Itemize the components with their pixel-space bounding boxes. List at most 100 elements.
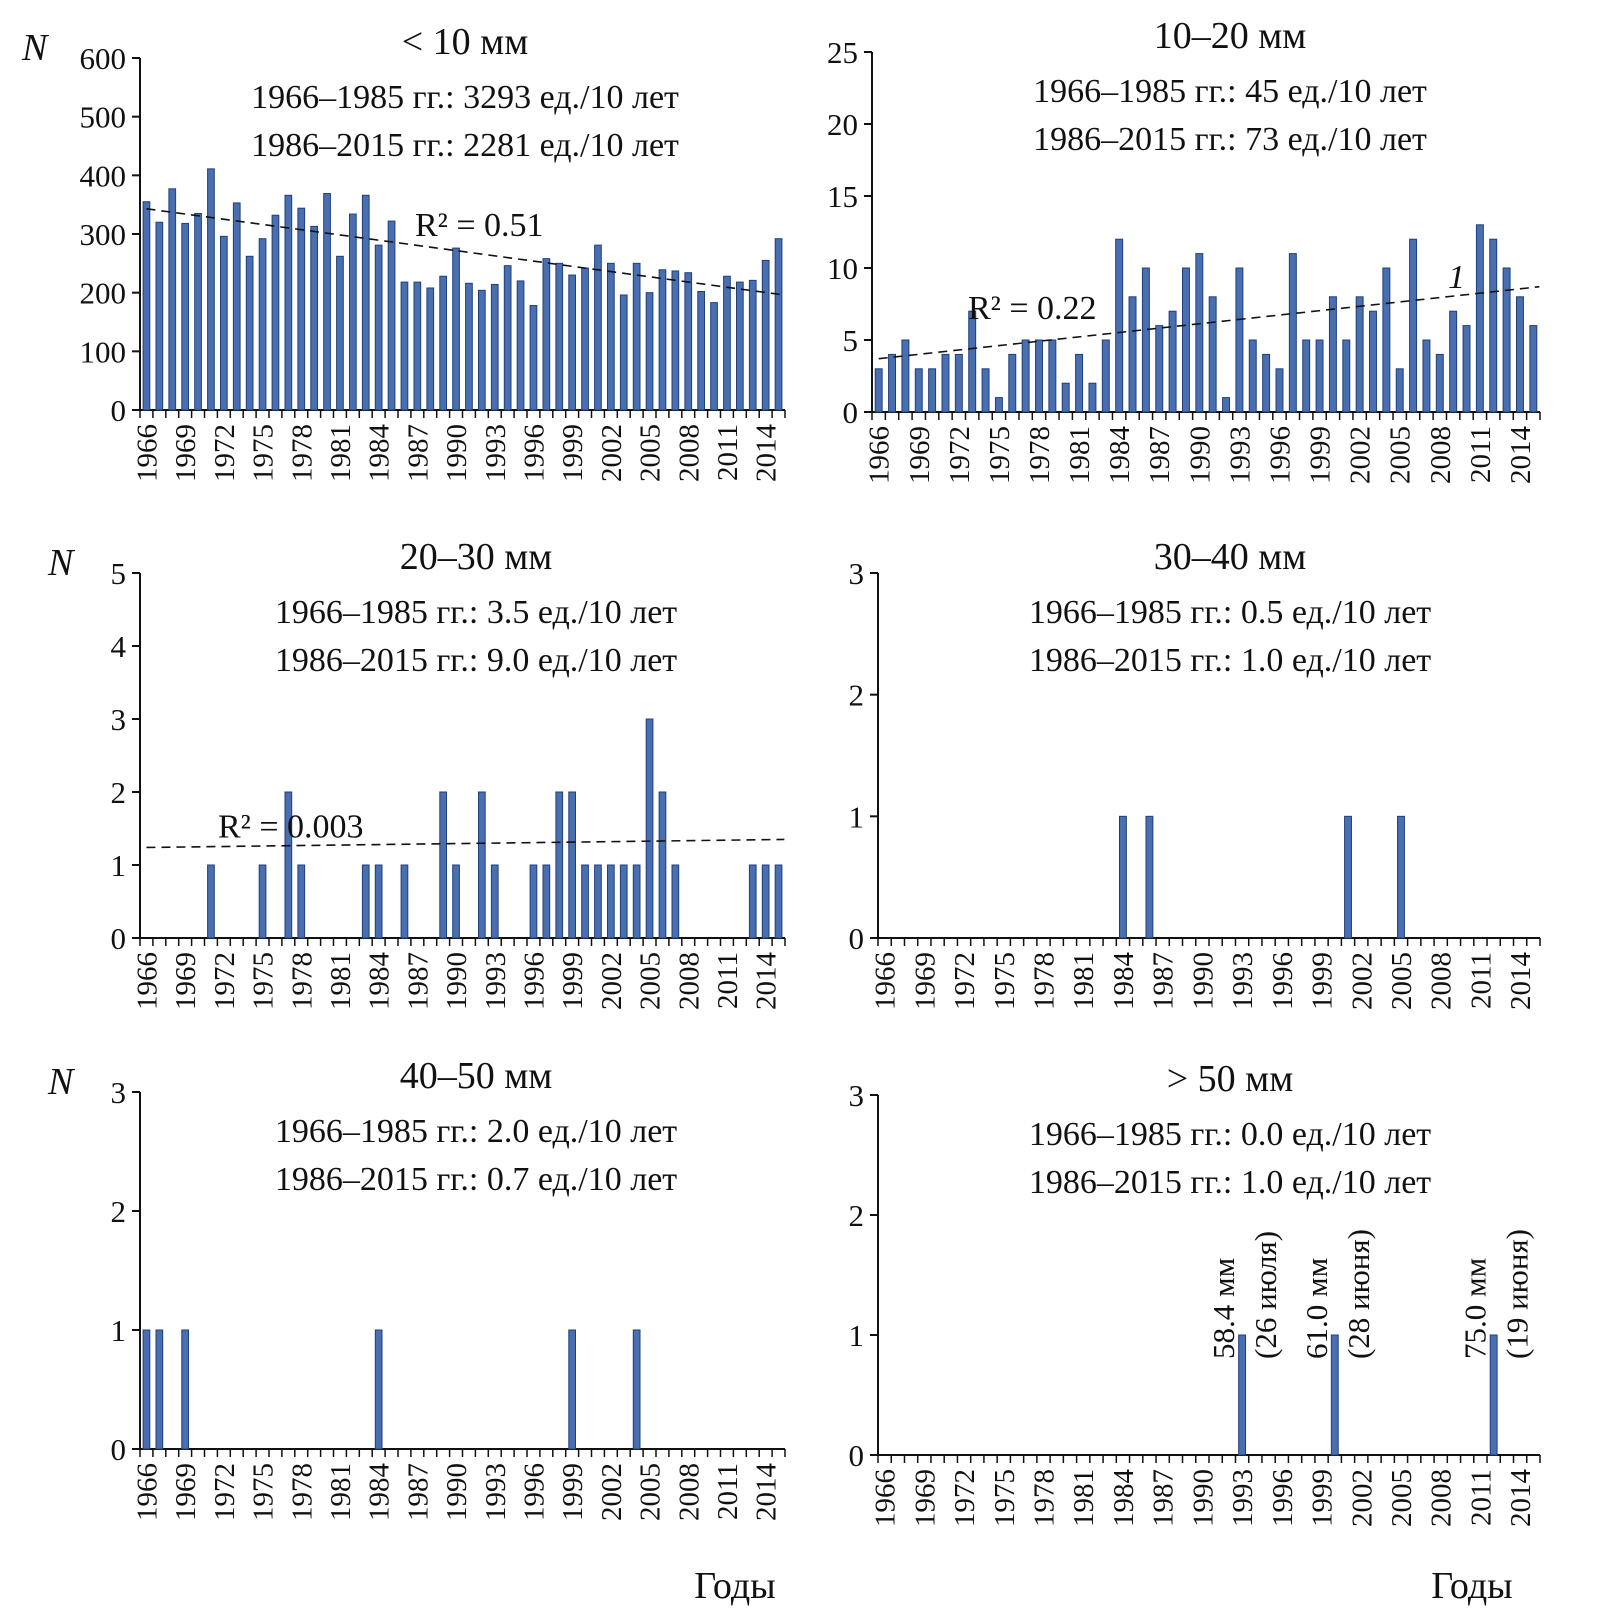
x-tick-label: 2011: [712, 424, 744, 481]
bar-1989: [439, 791, 448, 939]
bar-1978: [297, 864, 306, 939]
bar-annotation: 61.0 мм: [1299, 1258, 1334, 1359]
bar-1996: [529, 864, 538, 939]
y-tick-label: 1: [849, 1318, 865, 1353]
panel-stat: 1986–2015 гг.: 1.0 ед./10 лет: [1029, 642, 1431, 679]
bar-1971: [941, 353, 950, 413]
bar-1984: [1118, 815, 1127, 939]
x-tick-label: 1984: [1104, 426, 1136, 485]
bar-1978: [297, 207, 306, 411]
bar-1966: [142, 201, 151, 411]
bar-2007: [1422, 339, 1431, 413]
x-tick-label: 1987: [1148, 952, 1180, 1010]
bar-1992: [477, 289, 486, 411]
bar-2003: [619, 294, 628, 411]
bar-1983: [361, 194, 370, 411]
bar-1999: [568, 791, 577, 939]
bar-annotation: 75.0 мм: [1458, 1258, 1493, 1359]
bar-1986: [400, 281, 409, 411]
bar-2002: [1355, 296, 1364, 413]
panel-title: 40–50 мм: [400, 1055, 553, 1097]
x-tick-label: 1996: [1267, 952, 1299, 1010]
y-tick-label: 4: [111, 629, 127, 664]
y-tick-label: 0: [843, 395, 859, 430]
x-tick-label: 1972: [944, 426, 976, 484]
y-tick-label: 3: [111, 702, 127, 737]
x-tick-label: 1969: [170, 1463, 202, 1521]
bar-2000: [581, 267, 589, 411]
bar-2012: [1489, 1334, 1498, 1456]
x-tick-label: 1990: [1184, 426, 1216, 484]
bar-1988: [1168, 310, 1177, 413]
bar-2003: [619, 864, 628, 939]
bar-1980: [1061, 382, 1070, 413]
x-tick-label: 1987: [402, 424, 434, 482]
x-tick-label: 1993: [1224, 426, 1256, 484]
x-tick-label: 1996: [1264, 426, 1296, 484]
x-tick-label: 2011: [1465, 426, 1497, 483]
x-tick-label: 2008: [1425, 426, 1457, 484]
trend-line: [146, 207, 785, 296]
panel-stat: 1986–2015 гг.: 0.7 ед./10 лет: [275, 1161, 677, 1198]
bar-1999: [568, 274, 577, 411]
panel-stat: 1966–1985 гг.: 0.5 ед./10 лет: [1029, 594, 1431, 631]
x-tick-label: 1993: [1227, 952, 1259, 1010]
bar-2014: [761, 259, 770, 411]
x-tick-label: 2002: [1346, 1469, 1378, 1527]
panel-title: < 10 мм: [402, 21, 529, 63]
bar-1968: [168, 188, 177, 411]
y-tick-label: 1: [849, 799, 865, 834]
x-tick-label: 1966: [870, 952, 902, 1010]
x-tick-label: 1975: [989, 952, 1021, 1010]
x-tick-label: 2008: [1426, 1469, 1458, 1527]
y-tick-label: 0: [111, 393, 127, 428]
bar-1971: [207, 864, 215, 939]
bar-1991: [465, 282, 473, 411]
bar-2005: [1397, 815, 1405, 939]
bar-1996: [1275, 368, 1284, 413]
y-tick-label: 400: [80, 158, 127, 193]
panel-stat: 1986–2015 гг.: 1.0 ед./10 лет: [1029, 1164, 1431, 1201]
x-tick-label: 1972: [209, 952, 241, 1010]
x-tick-label: 2014: [751, 424, 783, 483]
bar-1967: [155, 221, 164, 411]
bar-2013: [748, 864, 757, 939]
x-tick-label: 1990: [1187, 1469, 1219, 1527]
bar-1981: [1075, 353, 1084, 413]
bar-1969: [181, 1329, 190, 1450]
bar-2005: [1395, 368, 1404, 413]
x-tick-label: 2002: [1345, 426, 1377, 484]
bar-1977: [284, 194, 293, 411]
bar-1986: [400, 864, 409, 939]
bar-1993: [1238, 1334, 1247, 1456]
bar-annotation: (26 июля): [1248, 1231, 1283, 1359]
bar-1985: [387, 220, 396, 411]
x-tick-label: 1975: [248, 952, 280, 1010]
bar-2014: [761, 864, 770, 939]
x-tick-label: 2002: [1346, 952, 1378, 1010]
x-tick-label: 1969: [909, 952, 941, 1010]
y-tick-label: 1: [111, 1313, 127, 1348]
bar-1970: [194, 212, 202, 411]
bar-1993: [490, 864, 499, 939]
y-tick-label: 20: [827, 107, 858, 142]
x-tick-label: 1969: [904, 426, 936, 484]
x-tick-label: 1999: [1307, 952, 1339, 1010]
x-tick-label: 1993: [480, 952, 512, 1010]
x-tick-label: 1975: [248, 1463, 280, 1521]
x-tick-label: 1996: [518, 952, 550, 1010]
x-tick-label: 2014: [751, 1463, 783, 1522]
bar-1982: [1088, 382, 1097, 413]
x-tick-label: 2014: [1505, 426, 1537, 485]
y-tick-label: 0: [111, 1432, 127, 1467]
bar-1972: [954, 353, 963, 413]
x-tick-label: 2005: [1386, 1469, 1418, 1527]
x-tick-label: 1981: [1068, 952, 1100, 1010]
bar-1981: [336, 255, 344, 411]
bar-1994: [503, 265, 512, 411]
y-axis-label: N: [21, 27, 50, 69]
bar-2004: [632, 864, 641, 939]
